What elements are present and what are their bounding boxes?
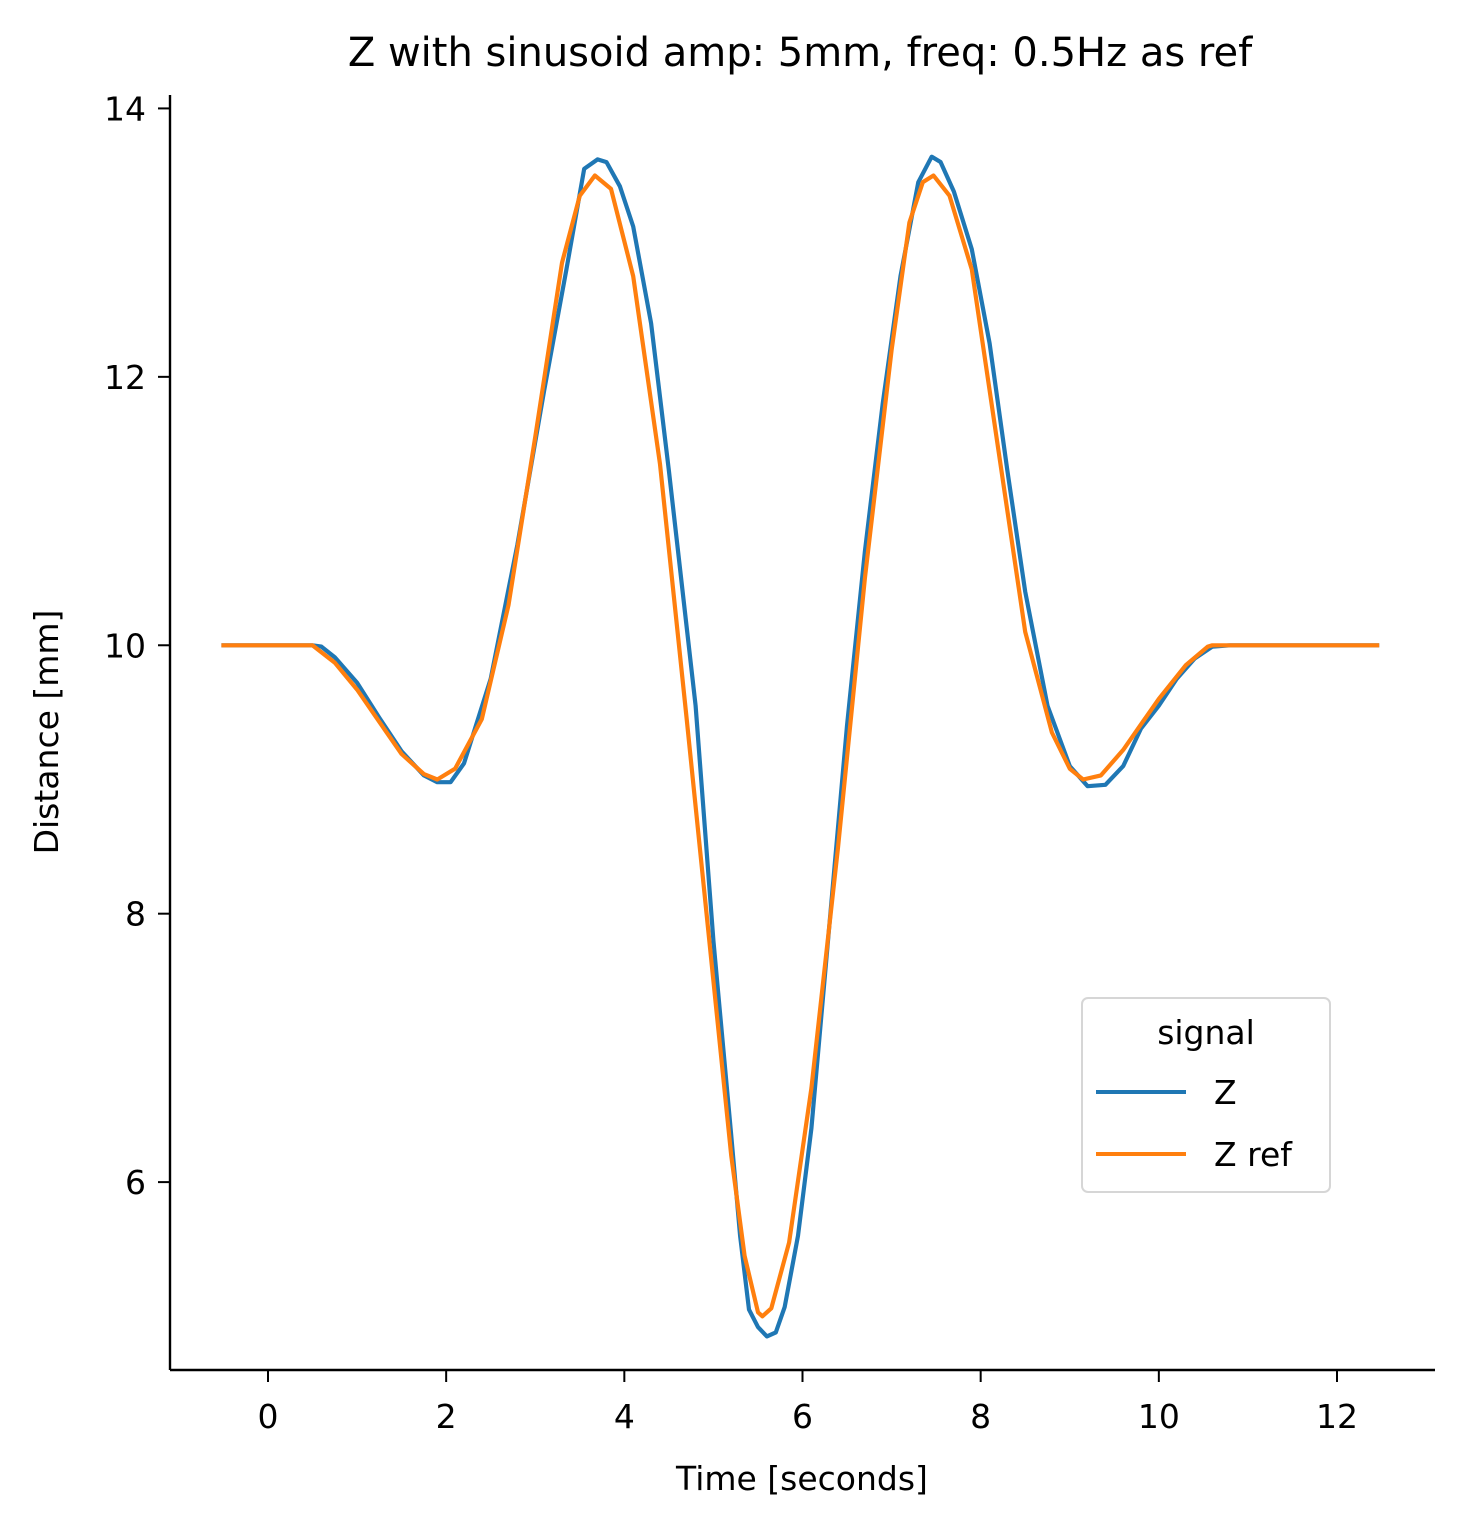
y-tick-label: 8 — [125, 895, 146, 934]
legend-title: signal — [1157, 1013, 1255, 1052]
y-axis-label: Distance [mm] — [27, 610, 66, 855]
x-tick-label: 2 — [436, 1397, 457, 1436]
y-tick-label: 14 — [104, 89, 146, 128]
legend-frame — [1081, 997, 1331, 1193]
x-tick-label: 10 — [1138, 1397, 1180, 1436]
x-tick-label: 12 — [1316, 1397, 1358, 1436]
legend: signal Z Z ref — [1081, 997, 1331, 1193]
chart-title: Z with sinusoid amp: 5mm, freq: 0.5Hz as… — [348, 30, 1253, 76]
y-tick-label: 12 — [104, 358, 146, 397]
series-line-z — [221, 154, 1380, 1339]
y-tick-label: 6 — [125, 1163, 146, 1202]
x-tick-label: 8 — [970, 1397, 991, 1436]
axes: 0 2 4 6 8 10 12 6 8 10 12 14 — [104, 89, 1435, 1436]
x-tick-label: 0 — [257, 1397, 278, 1436]
series-line-z-ref — [221, 173, 1380, 1319]
x-tick-label: 6 — [792, 1397, 813, 1436]
plot-area — [221, 154, 1380, 1339]
y-tick-label: 10 — [104, 626, 146, 665]
x-axis-label: Time [seconds] — [675, 1459, 928, 1498]
legend-label-z-ref: Z ref — [1214, 1135, 1293, 1174]
x-tick-label: 4 — [614, 1397, 635, 1436]
legend-label-z: Z — [1214, 1073, 1237, 1112]
